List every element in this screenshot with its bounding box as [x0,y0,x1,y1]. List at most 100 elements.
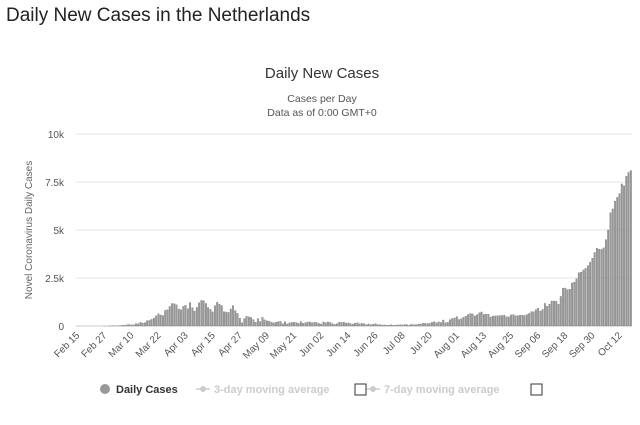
bar [306,321,309,327]
bar [433,321,436,327]
bar [611,208,614,327]
legend-item-daily-cases[interactable]: Daily Cases [116,384,178,396]
bar [550,300,553,327]
chart-title: Daily New Cases [265,65,379,82]
bar [177,308,180,327]
bar [485,313,488,327]
y-tick-label: 7.5k [45,178,65,189]
bar [333,324,336,327]
bar [198,302,201,327]
bar [155,315,158,327]
bar [498,315,501,327]
bar [449,319,451,327]
bar [424,323,427,327]
bar [616,197,619,327]
bar [494,315,497,327]
bar [372,324,375,327]
bar [595,248,598,327]
bars [103,170,632,327]
x-tick-label: Feb 15 [52,330,82,360]
legend-item-7-day-moving-average[interactable]: 7-day moving average [384,384,500,396]
bar [354,323,357,327]
bar [379,324,381,327]
y-tick-label: 2.5k [45,274,65,285]
bar [505,316,508,327]
bar [419,323,422,327]
bar [501,315,503,327]
bar [478,312,481,327]
bar [214,305,216,327]
bar [625,176,628,327]
legend-item-3-day-moving-average[interactable]: 3-day moving average [214,384,330,396]
bar [555,301,558,327]
bar [403,324,406,327]
bar [598,249,601,327]
bar [417,324,420,327]
bar [430,322,433,327]
bar [175,304,178,327]
bar [586,265,589,327]
bar [227,312,230,327]
bar [180,309,182,327]
bar [347,322,350,327]
bar [401,324,404,327]
bar [171,303,173,327]
bar [453,317,456,327]
bar [451,318,454,327]
bar [351,323,354,327]
x-tick-label: Apr 15 [189,330,218,359]
bar [458,319,460,327]
bar [593,252,596,327]
bar [132,324,135,327]
x-tick-label: Feb 27 [80,330,110,360]
bar [223,311,225,327]
bar [525,314,528,327]
bar [534,309,537,327]
bar [591,258,594,327]
bar [193,310,196,327]
bar [397,324,399,327]
bar [250,317,253,327]
y-tick-label: 0 [58,322,64,333]
y-tick-label: 10k [48,130,65,141]
bar [589,262,592,327]
bar [381,324,384,327]
bar [164,310,167,327]
moving-average-checkbox[interactable] [354,383,367,396]
moving-average-checkbox[interactable] [530,383,543,396]
bar [186,308,189,327]
bar [189,302,192,327]
bar [516,315,519,327]
bar [629,170,632,327]
bar [259,321,262,327]
bar [308,321,311,327]
bar [295,322,298,327]
bar [446,322,449,327]
bar [571,282,573,327]
moving-average-marker-icon [200,386,206,392]
bar [512,314,515,327]
bar [234,310,237,327]
bar [254,322,257,327]
bar [510,314,512,327]
bar [530,311,533,327]
bar [489,316,492,327]
bar [548,303,551,327]
bar [245,315,248,327]
bar [614,201,616,327]
bar [460,318,463,327]
bar [162,315,164,327]
x-tick-label: Aug 01 [432,330,462,360]
bar [200,300,203,327]
bar [496,315,499,327]
bar [121,325,124,327]
bar [311,322,314,327]
bar [317,323,320,327]
bar [473,315,476,327]
bar [134,323,137,327]
bar [238,318,241,327]
bar [620,183,623,327]
bar [480,311,483,327]
bar [521,315,524,327]
x-tick-label: Jul 08 [381,330,408,357]
